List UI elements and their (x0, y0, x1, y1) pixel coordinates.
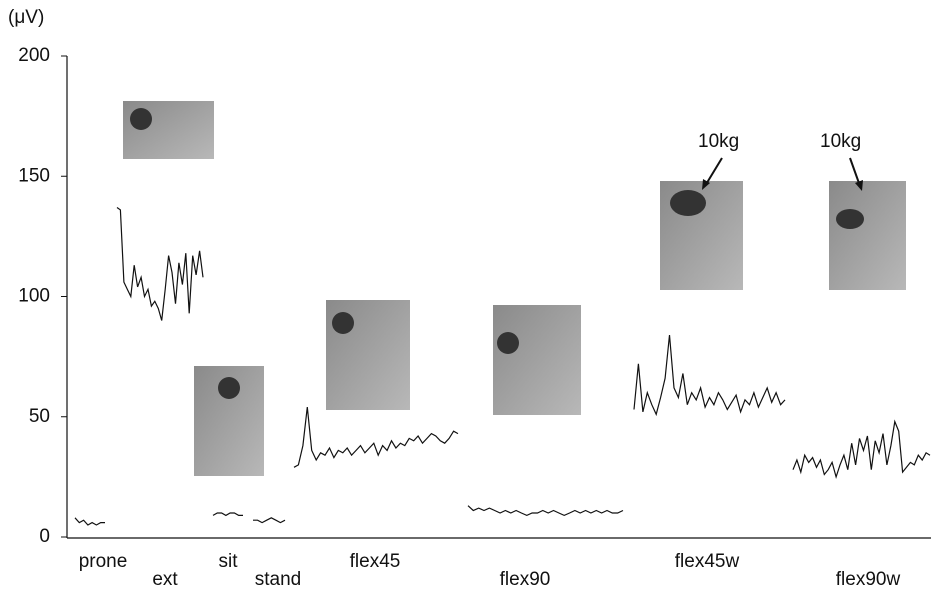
x-tick-label: prone (79, 551, 128, 572)
emg-trace (293, 407, 459, 468)
photo-head (130, 108, 152, 130)
photo (493, 305, 581, 415)
annotation: 10kg (820, 131, 861, 152)
emg-trace (74, 517, 105, 526)
photos (123, 101, 906, 476)
x-tick-label: flex90w (836, 569, 901, 589)
x-tick-label: flex45 (350, 551, 401, 572)
annotation-arrowhead (702, 179, 710, 190)
photo-head (332, 312, 354, 334)
photo-head (218, 377, 240, 399)
annotation-arrow (849, 157, 861, 187)
annotation: 10kg (698, 131, 739, 152)
x-tick-label: flex45w (675, 551, 740, 572)
emg-trace (467, 505, 624, 517)
annotation-arrow (704, 157, 723, 187)
x-tick-label: flex90 (500, 569, 551, 589)
photo (829, 181, 906, 290)
y-tick-label: 150 (18, 165, 50, 186)
y-tick-label: 50 (29, 406, 50, 427)
photo-head (670, 190, 706, 216)
emg-trace (116, 207, 204, 321)
y-tick-label: 0 (39, 526, 50, 547)
emg-trace (212, 512, 243, 517)
x-tick-label: ext (152, 569, 178, 589)
photo-head (497, 332, 519, 354)
photo-head (836, 209, 864, 229)
y-axis-label: (μV) (8, 7, 44, 28)
emg-trace (253, 517, 286, 524)
annotation-arrowhead (855, 180, 863, 191)
y-tick-label: 200 (18, 45, 50, 66)
emg-trace (633, 334, 786, 417)
y-tick-label: 100 (18, 286, 50, 307)
x-tick-label: sit (219, 551, 239, 572)
emg-trace (792, 419, 931, 479)
x-tick-label: stand (255, 569, 301, 589)
